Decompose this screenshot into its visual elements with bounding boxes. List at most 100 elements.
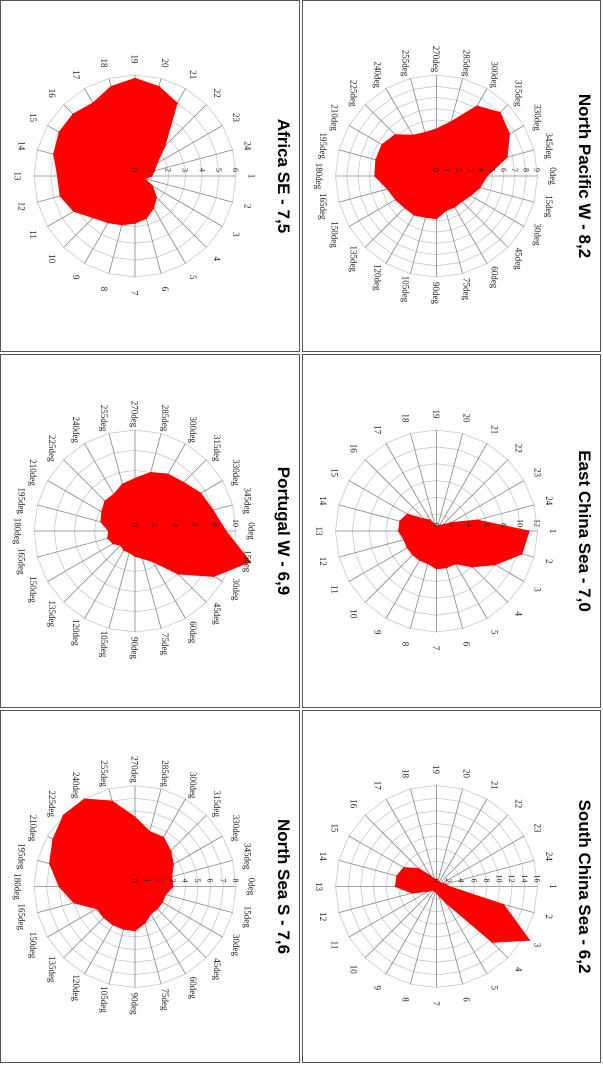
angle-tick-label: 22 <box>514 799 524 808</box>
angle-tick-label: 13 <box>314 882 324 892</box>
data-point <box>413 214 415 216</box>
data-point <box>73 210 75 213</box>
radial-tick-label: 0 <box>130 523 139 527</box>
data-point <box>394 198 397 201</box>
data-point <box>212 509 214 511</box>
data-point <box>491 941 494 944</box>
data-point <box>439 882 441 884</box>
angle-tick-label: 240deg <box>71 416 81 443</box>
rotated-content: 0 1 2 3 4 5 6 7 8 9 0deg15deg30deg45deg60deg75deg9… <box>314 46 594 305</box>
angle-tick-label: 4 <box>212 256 222 261</box>
radial-tick-label: 4 <box>465 523 474 527</box>
data-point <box>62 814 65 816</box>
data-point <box>151 560 154 563</box>
data-point <box>172 885 174 888</box>
data-point <box>176 102 178 104</box>
data-point <box>506 156 508 158</box>
radial-tick-label: 7 <box>510 168 519 172</box>
radial-tick-label: 6 <box>499 168 508 172</box>
radial-tick-label: 2 <box>164 168 173 172</box>
data-point <box>100 511 103 513</box>
data-point <box>423 518 426 520</box>
data-point <box>394 885 397 888</box>
angle-tick-label: 315deg <box>514 80 524 107</box>
data-point <box>143 922 146 924</box>
chart-title: Portugal W - 6,9 <box>274 467 293 595</box>
data-point <box>476 105 478 107</box>
angle-tick-label: 45deg <box>212 603 222 625</box>
angle-tick-label: 90deg <box>130 637 140 659</box>
data-point <box>448 885 450 888</box>
angle-tick-label: 7 <box>431 646 441 651</box>
angle-tick-label: 270deg <box>130 401 140 428</box>
radial-tick-label: 0 <box>130 879 139 883</box>
angle-tick-label: 180deg <box>13 873 23 900</box>
data-point <box>145 217 148 220</box>
angle-tick-label: 75deg <box>160 989 170 1011</box>
data-point <box>450 521 452 524</box>
angle-tick-label: 165deg <box>17 904 27 931</box>
data-point <box>121 483 124 485</box>
data-point <box>151 185 154 187</box>
angle-tick-label: 15 <box>330 824 340 834</box>
angle-tick-label: 345deg <box>544 132 554 159</box>
data-point <box>172 863 175 866</box>
angle-tick-label: 345deg <box>243 487 253 514</box>
angle-tick-label: 135deg <box>47 600 57 627</box>
angle-tick-label: 255deg <box>99 405 109 432</box>
data-point <box>427 890 430 893</box>
angle-tick-label: 17 <box>71 70 81 80</box>
data-point <box>412 134 414 137</box>
radial-tick-label: 10 <box>516 519 525 527</box>
spoke <box>436 835 525 887</box>
data-point <box>435 525 438 527</box>
radial-tick-label: 4 <box>457 879 466 883</box>
angle-tick-label: 15deg <box>243 906 253 928</box>
data-point <box>56 175 59 177</box>
radial-tick-label: 3 <box>181 168 190 172</box>
angle-tick-label: 330deg <box>532 104 542 131</box>
radial-tick-label: 2 <box>444 879 453 883</box>
angle-tick-label: 24 <box>544 852 554 862</box>
angle-tick-label: 90deg <box>431 282 441 304</box>
angle-tick-label: 19 <box>431 410 441 420</box>
data-point <box>177 573 179 575</box>
angle-tick-label: 195deg <box>17 843 27 870</box>
data-point <box>52 838 54 840</box>
data-point <box>432 889 434 891</box>
data-point <box>433 523 436 526</box>
data-point <box>429 874 431 877</box>
data-point <box>406 547 409 549</box>
angle-tick-label: 75deg <box>461 278 471 300</box>
data-point <box>107 530 110 532</box>
data-point <box>479 186 481 189</box>
angle-tick-label: 150deg <box>28 932 38 959</box>
radial-tick-label: 1 <box>143 879 152 883</box>
angle-tick-label: 300deg <box>490 61 500 88</box>
data-point <box>528 530 530 532</box>
radial-tick-label: 8 <box>482 879 491 883</box>
angle-tick-label: 16 <box>47 89 57 99</box>
angle-tick-label: 11 <box>330 941 340 950</box>
data-point <box>394 133 396 136</box>
data-point <box>72 113 74 115</box>
data-point <box>461 200 463 203</box>
radial-tick-label: 14 <box>520 875 529 883</box>
spoke <box>436 814 509 887</box>
data-point <box>158 85 160 88</box>
angle-tick-label: 210deg <box>330 104 340 131</box>
angle-tick-label: 60deg <box>188 977 198 999</box>
data-point <box>521 553 523 555</box>
data-point <box>122 928 125 930</box>
chart-title: Africa SE - 7,5 <box>274 119 293 233</box>
chart-title: North Sea S - 7,6 <box>274 819 293 954</box>
data-point <box>121 224 123 226</box>
radial-tick-label: 4 <box>476 168 485 172</box>
angle-tick-label: 5 <box>490 630 500 635</box>
angle-tick-label: 1 <box>548 529 558 534</box>
data-point <box>528 939 531 942</box>
angle-tick-label: 345deg <box>243 843 253 870</box>
data-point <box>411 554 414 556</box>
